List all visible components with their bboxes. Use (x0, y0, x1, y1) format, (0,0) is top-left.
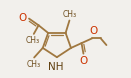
Text: NH: NH (48, 62, 64, 72)
Text: CH₃: CH₃ (63, 10, 77, 19)
Text: CH₃: CH₃ (27, 60, 41, 69)
Text: O: O (80, 56, 88, 66)
Text: O: O (89, 26, 97, 36)
Text: O: O (19, 13, 27, 23)
Text: CH₃: CH₃ (26, 36, 40, 45)
